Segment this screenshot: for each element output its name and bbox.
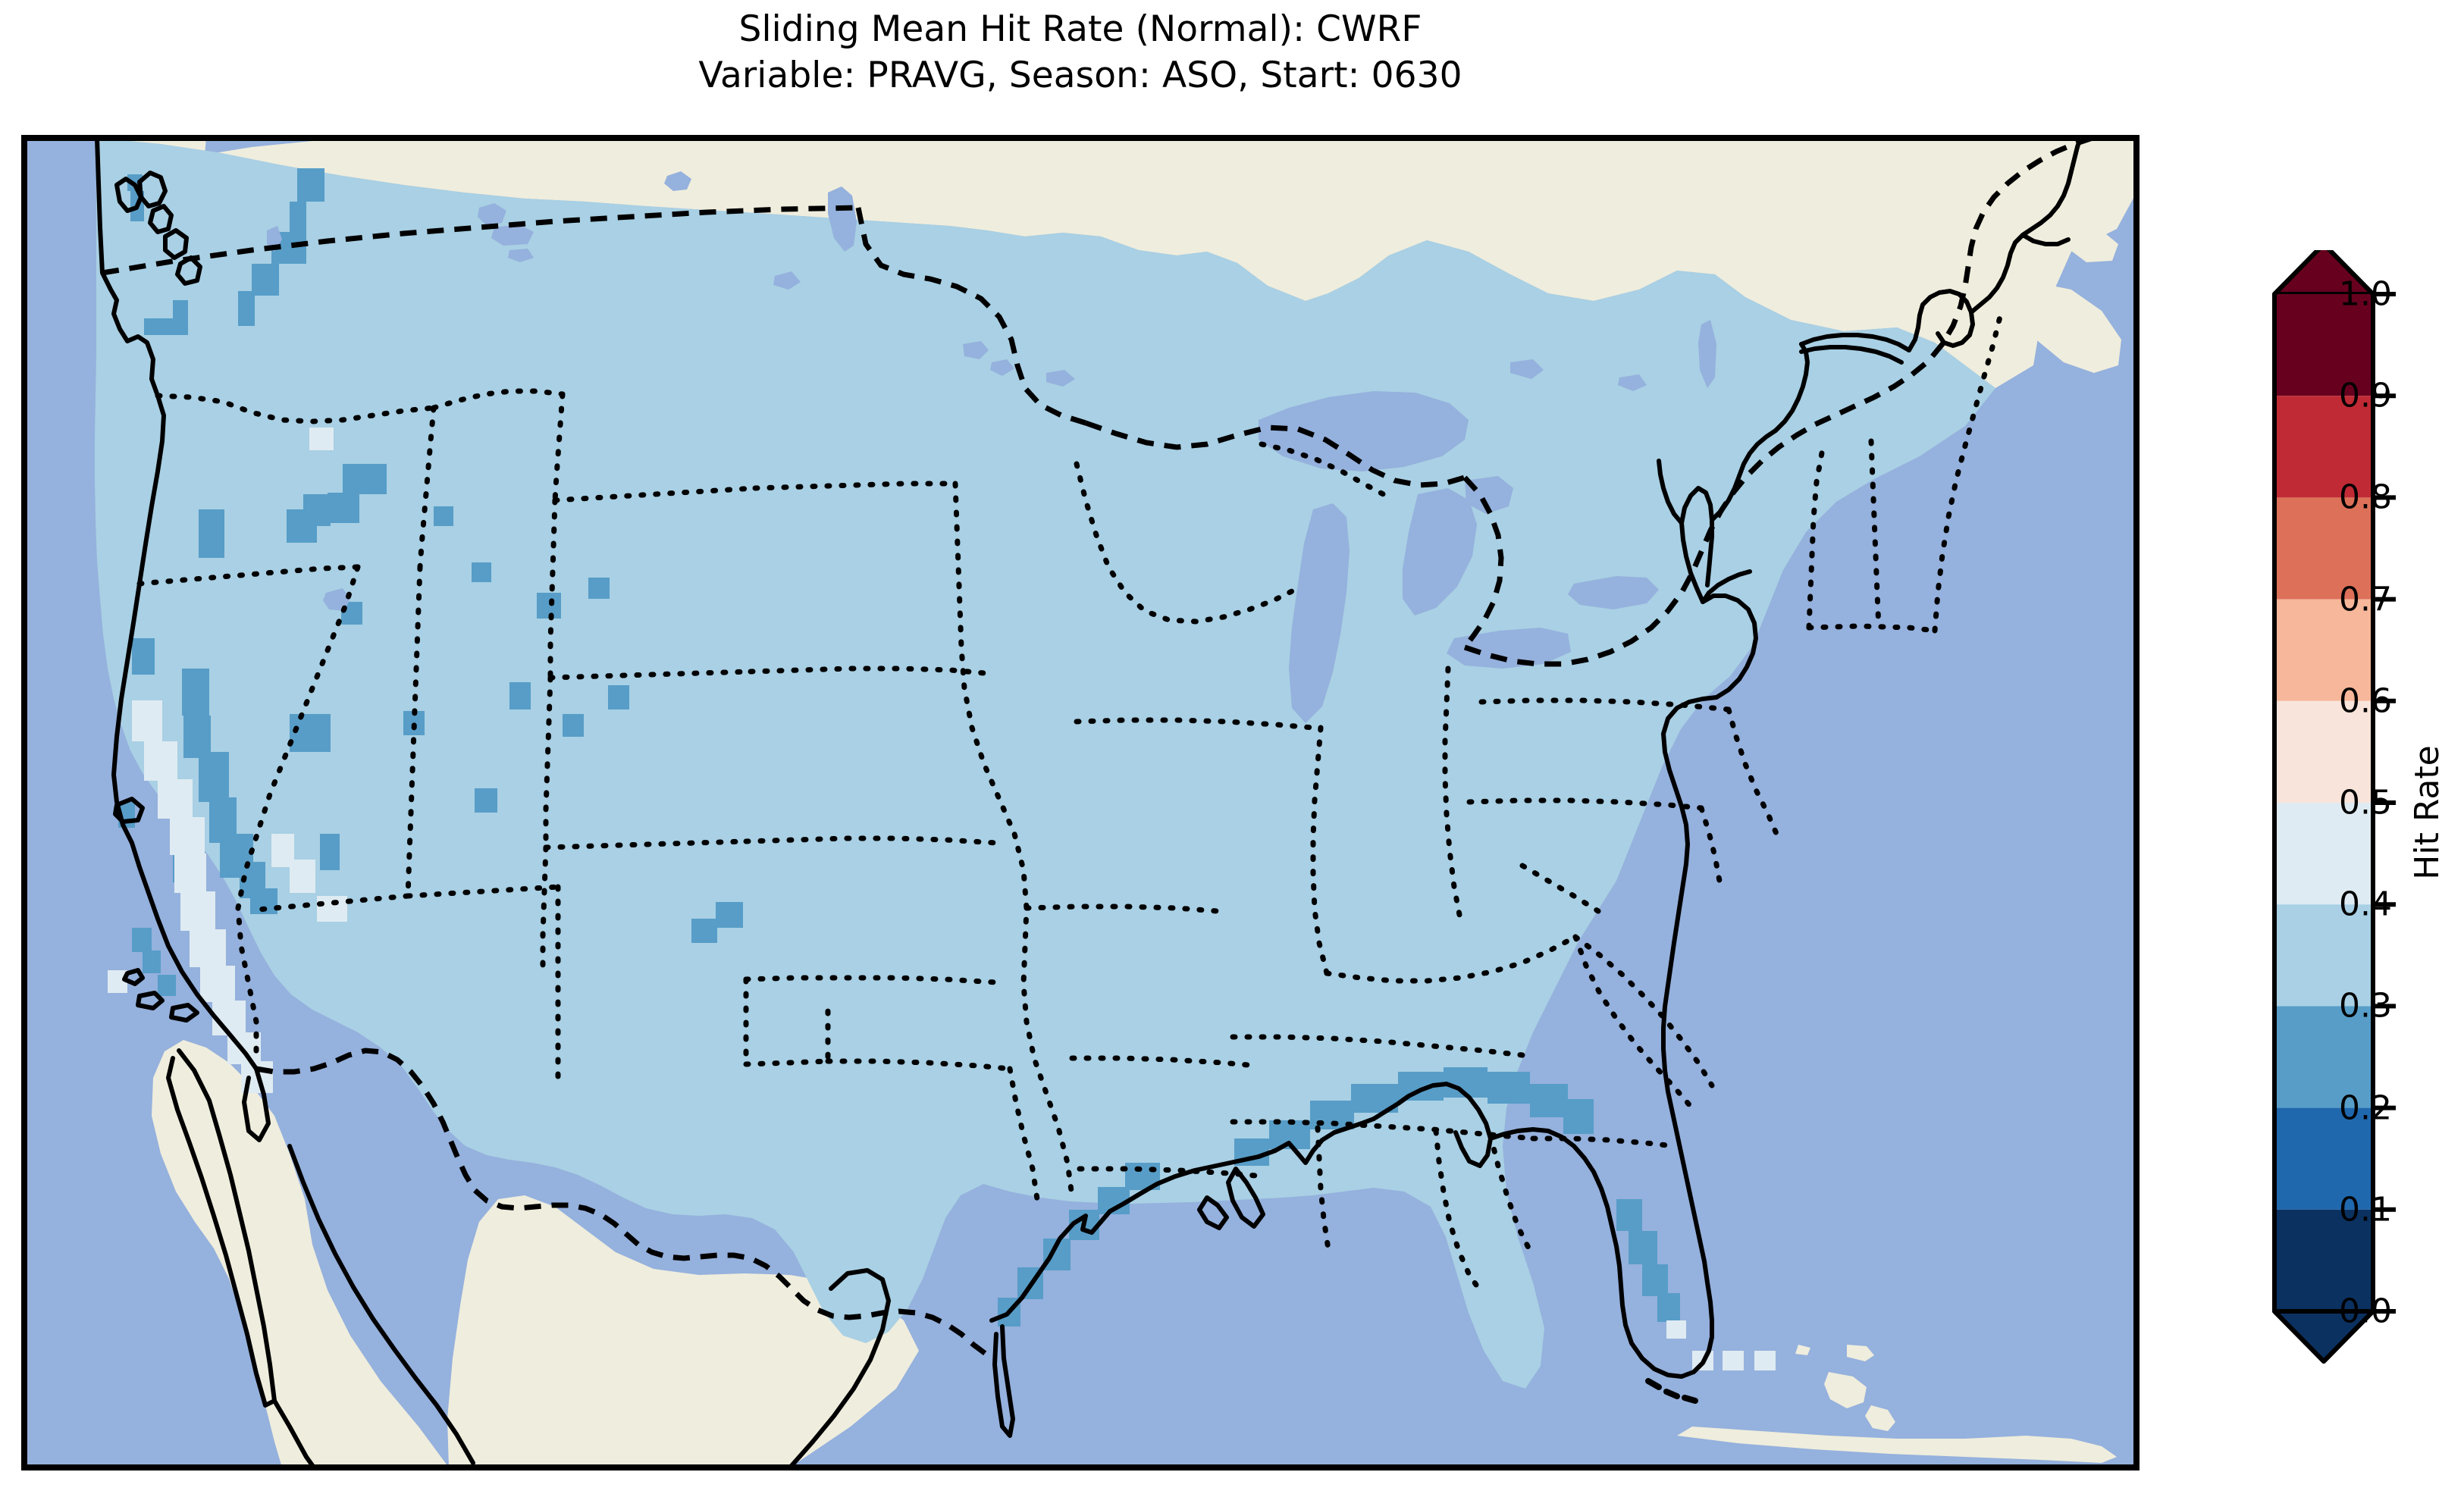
- colorbar-tick-0-7: 0.7: [2339, 580, 2392, 619]
- colorbar-tick-0-5: 0.5: [2339, 783, 2392, 822]
- land-outside-domain: [97, 138, 2136, 1467]
- title-line-1: Sliding Mean Hit Rate (Normal): CWRF: [738, 8, 1422, 50]
- page-title: Sliding Mean Hit Rate (Normal): CWRF Var…: [0, 6, 2161, 99]
- colorbar-axis-label: Hit Rate: [2408, 745, 2447, 880]
- great-lakes: [267, 171, 1716, 723]
- hitrate-grid-band-0.3-0.4: [95, 138, 1995, 1389]
- colorbar-tick-0-4: 0.4: [2339, 885, 2392, 924]
- map-axes: [21, 135, 2140, 1471]
- colorbar-tick-0-0: 0.0: [2339, 1292, 2392, 1331]
- colorbar: 1.0 0.9 0.8 0.7 0.6 0.5 0.4 0.3 0.2 0.1 …: [2259, 250, 2464, 1372]
- colorbar-tick-1-0: 1.0: [2339, 274, 2392, 314]
- colorbar-tick-0-6: 0.6: [2339, 681, 2392, 721]
- title-line-2: Variable: PRAVG, Season: ASO, Start: 063…: [698, 55, 1462, 97]
- colorbar-tick-0-1: 0.1: [2339, 1190, 2392, 1229]
- map-plot: [24, 138, 2136, 1467]
- colorbar-tick-0-9: 0.9: [2339, 376, 2392, 415]
- hitrate-grid-band-0.2-0.3: [118, 168, 1680, 1326]
- coastlines: [95, 138, 2083, 1467]
- state-borders: [136, 314, 2003, 1298]
- colorbar-swatches: [2272, 250, 2396, 1364]
- colorbar-tick-0-3: 0.3: [2339, 986, 2392, 1026]
- colorbar-tick-0-2: 0.2: [2339, 1088, 2392, 1128]
- country-borders: [102, 138, 2094, 1356]
- colorbar-tick-0-8: 0.8: [2339, 478, 2392, 517]
